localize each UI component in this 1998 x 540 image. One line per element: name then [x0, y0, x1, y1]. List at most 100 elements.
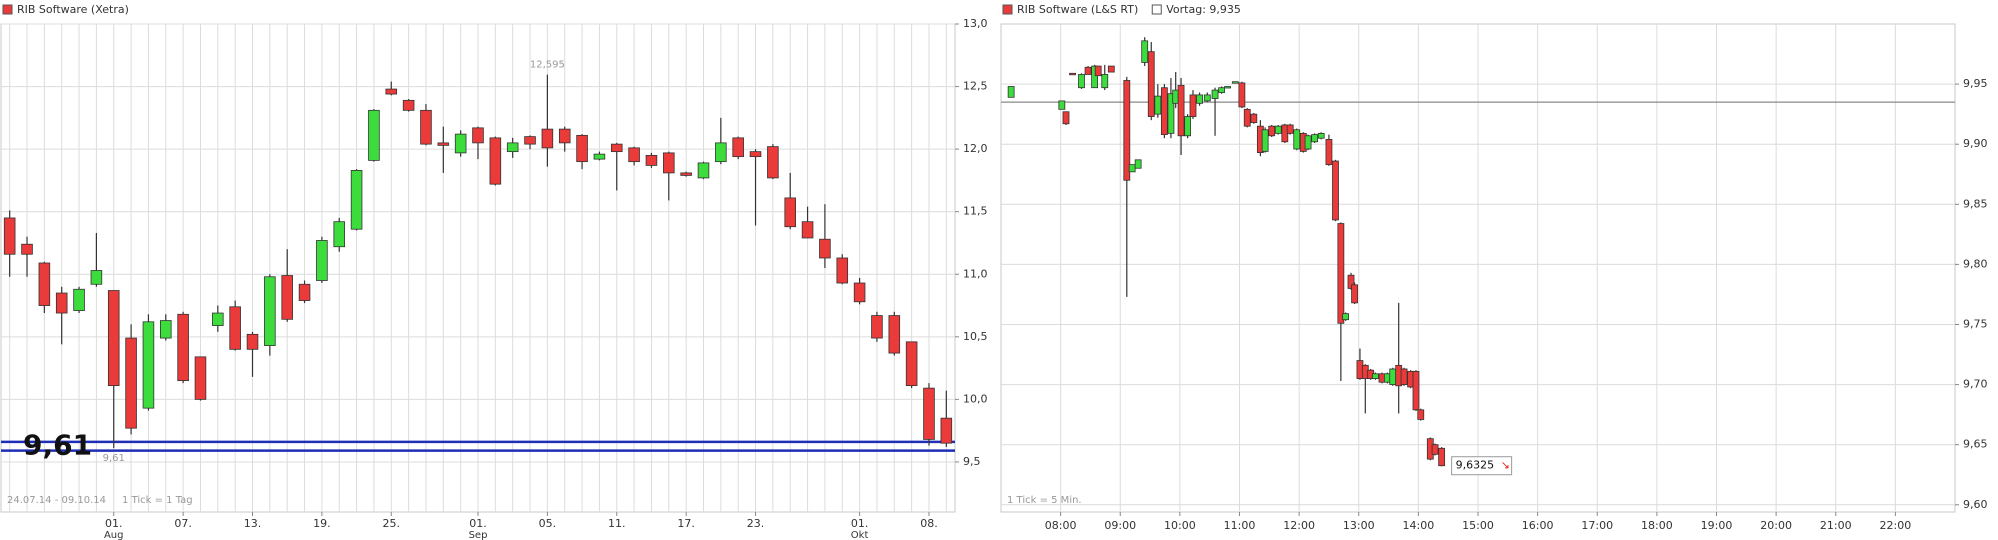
candle-body	[1224, 86, 1231, 89]
candle-body	[1091, 65, 1099, 89]
x-tick-label: 13:00	[1343, 519, 1375, 532]
candle-body	[264, 276, 276, 346]
chart-title: RIB Software (Xetra)	[17, 3, 129, 16]
candle-body	[212, 312, 224, 326]
candle-body	[1325, 138, 1333, 166]
y-tick-label: 12,5	[963, 80, 988, 93]
candle-body	[1094, 65, 1102, 77]
candle-body	[905, 341, 918, 387]
legend-swatch	[1002, 4, 1013, 15]
x-tick-label: 10:00	[1164, 519, 1196, 532]
candle-body	[576, 134, 588, 163]
candle-body	[3, 217, 16, 255]
candle-body	[1311, 134, 1319, 143]
candle-body	[125, 337, 137, 429]
candle-body	[663, 152, 675, 174]
candle-body	[1238, 82, 1246, 108]
y-tick-label: 9,75	[1963, 317, 1988, 330]
candle-body	[454, 133, 467, 154]
y-tick-label: 9,70	[1963, 378, 1988, 391]
candle-body	[1268, 125, 1276, 137]
candle-body	[593, 153, 606, 160]
candle-body	[1389, 368, 1397, 385]
candle-body	[177, 313, 189, 382]
candle-body	[1342, 313, 1350, 321]
x-tick-label: 15:00	[1462, 519, 1494, 532]
candle-body	[298, 283, 311, 301]
x-tick-label: 01.	[469, 517, 487, 530]
candle-body	[1332, 160, 1339, 221]
candle-body	[1101, 74, 1109, 89]
candle-body	[281, 275, 293, 320]
candle-body	[853, 282, 866, 303]
x-tick-sublabel: Sep	[469, 530, 488, 540]
candle-body	[437, 142, 450, 146]
candle-body	[1304, 135, 1312, 150]
chart-panel: 9,5 10,0 10,5 11,0 11,5 12,0 12,5 13,0 01. 07. 13.…	[0, 3, 988, 540]
candle-body	[229, 306, 241, 350]
y-tick-label: 13,0	[963, 17, 988, 30]
candle-body	[1134, 159, 1142, 169]
y-tick-label: 11,0	[963, 267, 988, 280]
x-tick-label: 12:00	[1283, 519, 1315, 532]
candle-body	[489, 137, 502, 185]
y-tick-label: 11,5	[963, 205, 988, 218]
candle-body	[940, 417, 953, 444]
candle-body	[55, 292, 68, 314]
candle-body	[1231, 81, 1239, 84]
candle-body	[1128, 164, 1136, 173]
candle-body	[1317, 132, 1325, 139]
candle-body	[402, 99, 415, 111]
y-tick-label: 9,65	[1963, 438, 1988, 451]
candle-body	[1078, 74, 1085, 89]
candle-body	[697, 162, 710, 179]
candle-body	[1261, 129, 1269, 152]
candle-body	[1123, 80, 1131, 181]
candle-body	[1062, 111, 1070, 125]
x-tick-label: 17:00	[1581, 519, 1613, 532]
candle-body	[1243, 108, 1251, 127]
x-tick-label: 11:00	[1224, 519, 1256, 532]
candle-body	[1203, 94, 1211, 102]
candle-body	[1211, 89, 1219, 99]
candle-body	[1438, 447, 1446, 467]
y-tick-label: 9,60	[1963, 498, 1988, 511]
x-tick-label: 09:00	[1104, 519, 1136, 532]
y-tick-label: 12,0	[963, 142, 988, 155]
candle-body	[1177, 84, 1185, 137]
candle-body	[1084, 66, 1092, 75]
candle-body	[385, 88, 398, 95]
x-tick-sublabel: Aug	[104, 530, 124, 540]
candle-body	[1167, 93, 1175, 134]
last-price-box	[1451, 456, 1513, 476]
candle-body	[246, 333, 259, 350]
candle-body	[610, 143, 623, 153]
candle-body	[541, 128, 554, 149]
candle-body	[1412, 370, 1420, 411]
candle-body	[333, 221, 346, 248]
candle-body	[645, 154, 658, 166]
candle-body	[420, 109, 432, 145]
candle-body	[680, 172, 692, 176]
candle-body	[472, 127, 484, 144]
candle-body	[1400, 368, 1408, 385]
x-tick-sublabel: Okt	[851, 530, 869, 540]
y-tick-label: 9,85	[1963, 197, 1988, 210]
last-price-label: 9,6325	[1456, 459, 1495, 472]
x-tick-label: 01.	[851, 517, 869, 530]
candle-body	[107, 290, 120, 387]
candle-body	[801, 221, 814, 239]
chart-panel: 08:00 09:00 10:00 11:00 12:00 13:00 14:00 15:00…	[1000, 3, 1988, 532]
candle-body	[715, 142, 727, 163]
y-tick-label: 10,0	[963, 392, 988, 405]
candle-body	[1431, 444, 1439, 455]
candle-body	[1189, 94, 1197, 117]
support-label: 9,61	[23, 428, 92, 461]
reference-legend: Vortag: 9,935	[1166, 3, 1241, 16]
candle-body	[21, 243, 33, 255]
candle-body	[1058, 100, 1066, 110]
high-label: 12,595	[530, 60, 565, 71]
x-tick-label: 22:00	[1880, 519, 1912, 532]
candle-body	[160, 320, 172, 339]
